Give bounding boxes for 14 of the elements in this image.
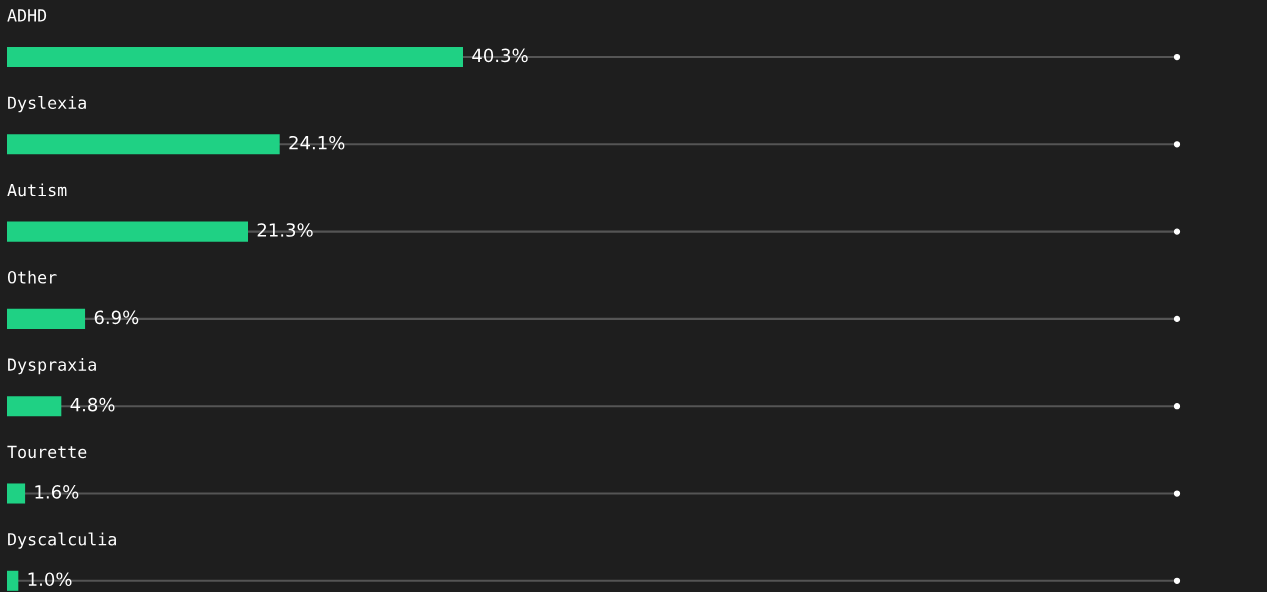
data-label: 21.3% bbox=[257, 223, 313, 237]
data-label: 1.6% bbox=[35, 485, 79, 499]
y-tick-label: Other bbox=[7, 270, 57, 284]
data-label: 6.9% bbox=[94, 310, 139, 325]
y-tick-label: Autism bbox=[7, 183, 67, 197]
y-tick-label: ADHD bbox=[7, 9, 47, 22]
y-tick-label: Dyslexia bbox=[8, 96, 86, 113]
data-label: 1.0% bbox=[28, 572, 72, 587]
y-tick-label: Tourette bbox=[7, 445, 87, 459]
y-tick-label: Dyscalculia bbox=[8, 532, 116, 549]
data-label: 4.8% bbox=[70, 397, 115, 412]
data-label: 40.3% bbox=[472, 48, 528, 63]
y-tick-label: Dyspraxia bbox=[8, 358, 96, 375]
data-label: 24.1% bbox=[289, 135, 345, 150]
